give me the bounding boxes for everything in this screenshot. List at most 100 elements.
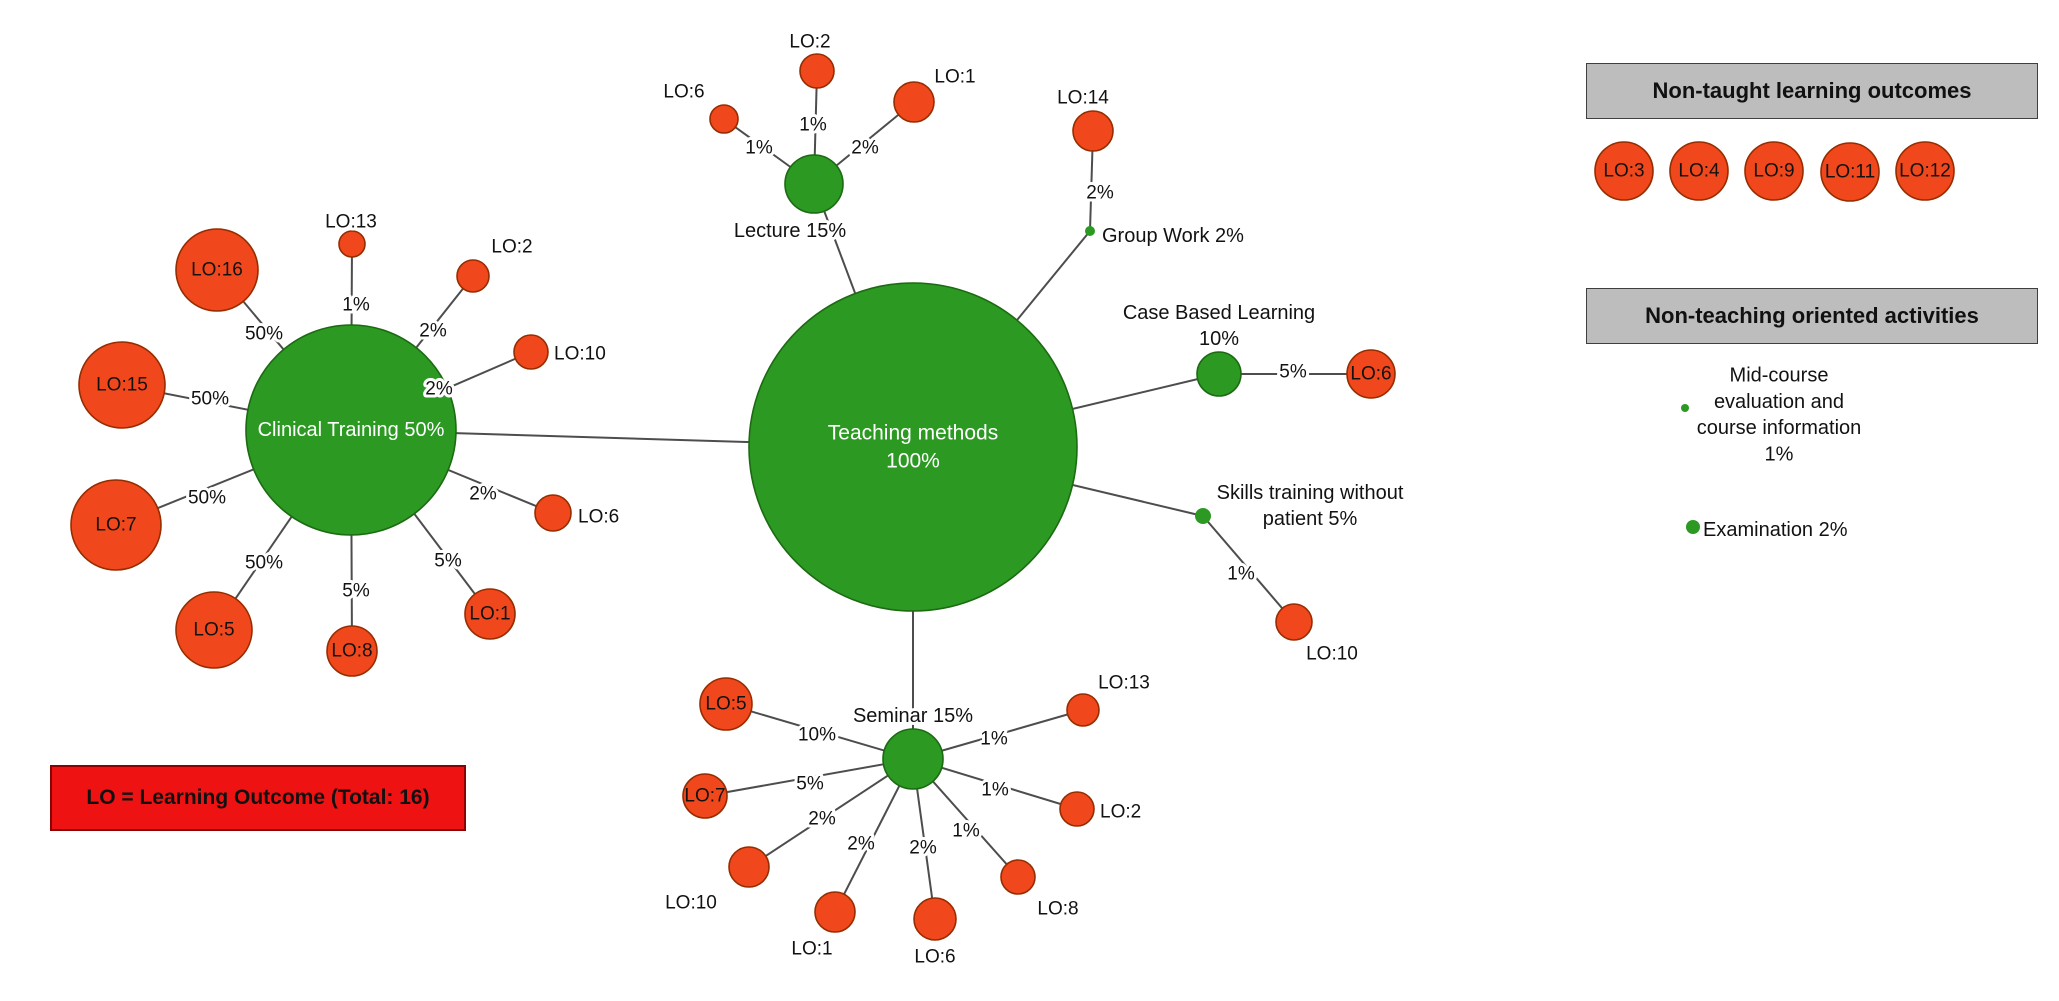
- node-c-lo6: [534, 494, 572, 532]
- node-label-lec-lo2: LO:2: [789, 32, 830, 53]
- node-c-lo1: [464, 588, 516, 640]
- node-label-p-lo9: LO:9: [1753, 161, 1794, 182]
- node-sem-lo7: [682, 773, 728, 819]
- edge-label-cbl-cbl-lo6: 5%: [1279, 362, 1307, 383]
- node-st-lo10: [1275, 603, 1313, 641]
- edge-label-seminar-sem-lo7: 5%: [796, 774, 824, 795]
- panel-title-non-teaching: Non-teaching oriented activities: [1645, 303, 1979, 328]
- node-c-lo8: [326, 625, 378, 677]
- node-label-c-lo16: LO:16: [191, 260, 243, 281]
- node-label-sem-lo6: LO:6: [914, 947, 955, 968]
- node-sem-lo13: [1066, 693, 1100, 727]
- node-p-lo4: [1669, 141, 1729, 201]
- edge-seminar-sem-lo7: [704, 758, 914, 797]
- legend-text: LO = Learning Outcome (Total: 16): [86, 786, 430, 809]
- node-label-c-lo8: LO:8: [331, 641, 372, 662]
- edge-label-groupwork-lo14: 2%: [1086, 183, 1114, 204]
- panel-title-non-taught: Non-taught learning outcomes: [1652, 78, 1972, 103]
- node-cbl-lo6: [1346, 349, 1396, 399]
- node-lecture: [784, 154, 844, 214]
- node-c-lo5: [175, 591, 253, 669]
- node-label-lecture: Lecture 15%: [734, 220, 847, 242]
- edge-label-clinical-c-lo10: 2%: [425, 379, 453, 400]
- node-groupwork: [1085, 226, 1095, 236]
- edge-label-clinical-c-lo2: 2%: [419, 321, 447, 342]
- node-c-lo13: [338, 230, 366, 258]
- node-label-exam: Examination 2%: [1703, 519, 1848, 541]
- node-cbl: [1196, 351, 1242, 397]
- node-lo14: [1072, 110, 1114, 152]
- edge-label-seminar-sem-lo8: 1%: [952, 821, 980, 842]
- node-label-sem-lo10: LO:10: [665, 893, 717, 914]
- node-label-skills: Skills training without patient 5%: [1217, 482, 1404, 530]
- node-label-c-lo15: LO:15: [96, 375, 148, 396]
- edge-label-lecture-lec-lo6: 1%: [745, 138, 773, 159]
- edge-label-lecture-lec-lo2: 1%: [799, 115, 827, 136]
- node-label-st-lo10: LO:10: [1306, 644, 1358, 665]
- node-label-lec-lo1: LO:1: [934, 67, 975, 88]
- node-lec-lo6: [709, 104, 739, 134]
- node-lec-lo1: [893, 81, 935, 123]
- node-skills: [1195, 508, 1211, 524]
- node-label-sem-lo2: LO:2: [1100, 802, 1141, 823]
- node-label-sem-lo8: LO:8: [1037, 899, 1078, 920]
- node-p-lo11: [1820, 142, 1880, 202]
- edge-label-clinical-c-lo7: 50%: [188, 488, 226, 509]
- node-clinical: [245, 324, 457, 536]
- node-label-c-lo6: LO:6: [578, 507, 619, 528]
- node-label-sem-lo5: LO:5: [705, 694, 746, 715]
- panel-header-non-taught: Non-taught learning outcomes: [1586, 63, 2038, 119]
- edge-label-clinical-c-lo13: 1%: [342, 295, 370, 316]
- node-label-midcourse: Mid-course evaluation and course informati…: [1697, 364, 1862, 465]
- node-c-lo15: [78, 341, 166, 429]
- node-label-p-lo12: LO:12: [1899, 161, 1951, 182]
- node-label-c-lo10: LO:10: [554, 344, 606, 365]
- node-label-sem-lo13: LO:13: [1098, 673, 1150, 694]
- node-label-sem-lo1: LO:1: [791, 939, 832, 960]
- node-label-cbl-lo6: LO:6: [1350, 364, 1391, 385]
- edge-label-seminar-sem-lo5: 10%: [798, 725, 836, 746]
- edge-label-lecture-lec-lo1: 2%: [851, 138, 879, 159]
- node-p-lo12: [1895, 141, 1955, 201]
- edge-label-clinical-c-lo15: 50%: [191, 389, 229, 410]
- edge-label-clinical-c-lo1: 5%: [434, 551, 462, 572]
- edge-seminar-sem-lo5: [725, 703, 914, 760]
- edge-label-seminar-sem-lo1: 2%: [847, 834, 875, 855]
- node-sem-lo10: [728, 846, 770, 888]
- node-label-c-lo7: LO:7: [95, 515, 136, 536]
- node-label-lo14: LO:14: [1057, 88, 1109, 109]
- node-label-c-lo1: LO:1: [469, 604, 510, 625]
- edge-label-clinical-c-lo5: 50%: [245, 553, 283, 574]
- node-label-p-lo3: LO:3: [1603, 161, 1644, 182]
- edge-seminar-sem-lo10: [748, 758, 914, 868]
- node-teaching: [748, 282, 1078, 612]
- node-label-p-lo4: LO:4: [1678, 161, 1720, 182]
- node-p-lo9: [1744, 141, 1804, 201]
- node-label-clinical: Clinical Training 50%: [258, 419, 445, 441]
- node-label-teaching: Teaching methods 100%: [828, 422, 998, 473]
- node-label-cbl: Case Based Learning 10%: [1123, 302, 1315, 350]
- edge-label-clinical-c-lo16: 50%: [245, 324, 283, 345]
- node-sem-lo8: [1000, 859, 1036, 895]
- node-sem-lo2: [1059, 791, 1095, 827]
- node-label-lec-lo6: LO:6: [663, 82, 704, 103]
- node-c-lo2: [456, 259, 490, 293]
- node-label-c-lo5: LO:5: [193, 620, 234, 641]
- node-c-lo7: [70, 479, 162, 571]
- edge-label-seminar-sem-lo10: 2%: [808, 809, 836, 830]
- node-label-c-lo13: LO:13: [325, 212, 377, 233]
- edge-label-skills-st-lo10: 1%: [1227, 564, 1255, 585]
- node-c-lo16: [175, 228, 259, 312]
- node-sem-lo1: [814, 891, 856, 933]
- node-label-sem-lo7: LO:7: [684, 786, 725, 807]
- node-midcourse: [1681, 404, 1689, 412]
- node-c-lo10: [513, 334, 549, 370]
- node-p-lo3: [1594, 141, 1654, 201]
- panel-header-non-teaching: Non-teaching oriented activities: [1586, 288, 2038, 344]
- node-sem-lo6: [913, 897, 957, 941]
- edge-label-seminar-sem-lo13: 1%: [980, 729, 1008, 750]
- edge-label-seminar-sem-lo2: 1%: [981, 780, 1009, 801]
- node-sem-lo5: [699, 677, 753, 731]
